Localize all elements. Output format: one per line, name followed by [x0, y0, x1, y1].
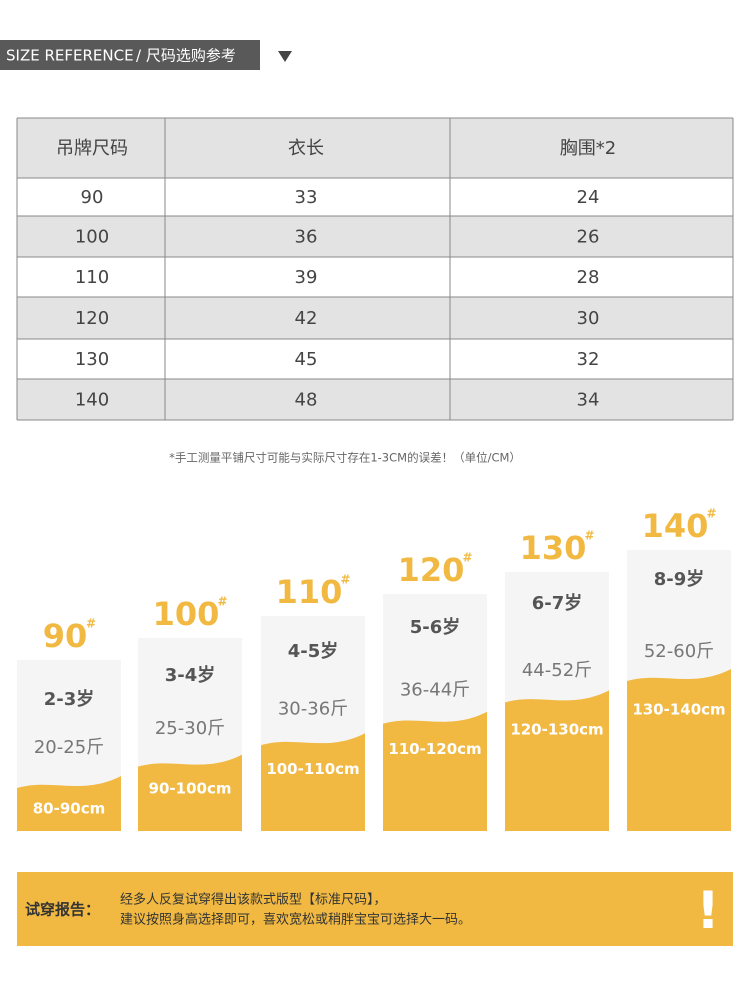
size-height: 80-90cm	[33, 800, 106, 818]
table-cell: 26	[577, 227, 600, 248]
size-label: 120	[398, 551, 465, 589]
fit-report-box	[17, 872, 733, 946]
fit-report-label: 试穿报告：	[25, 901, 100, 919]
size-mark: #	[341, 573, 351, 587]
table-row	[17, 297, 733, 339]
table-row	[17, 379, 733, 420]
size-height: 120-130cm	[510, 720, 603, 738]
size-mark: #	[463, 551, 473, 565]
table-row	[17, 257, 733, 297]
size-age: 3-4岁	[165, 664, 216, 686]
table-cell: 130	[75, 349, 109, 370]
size-height: 100-110cm	[266, 760, 359, 778]
size-card-band	[138, 754, 242, 831]
size-mark: #	[585, 529, 595, 543]
size-age: 5-6岁	[410, 616, 461, 638]
size-mark: #	[218, 595, 228, 609]
size-card-band	[627, 669, 731, 831]
fit-report-line: 经多人反复试穿得出该款式版型【标准尺码】，	[120, 892, 387, 908]
table-header-row	[17, 118, 733, 178]
table-row	[17, 178, 733, 216]
size-table: 吊牌尺码 衣长 胸围*2 90 33 24 100 36 26 110 39 28 120 42 30 130…	[16, 117, 734, 421]
header-title-cn: / 尺码选购参考	[136, 47, 236, 65]
size-label: 90	[43, 617, 88, 655]
size-card-band	[261, 733, 365, 831]
table-cell: 90	[81, 187, 104, 208]
table-cell: 33	[295, 187, 318, 208]
header-arrow	[278, 51, 292, 62]
table-cell: 140	[75, 390, 109, 411]
size-cards: 90#2-3岁20-25斤80-90cm100#3-4岁25-30斤90-100…	[17, 507, 731, 831]
size-age: 2-3岁	[44, 688, 95, 710]
table-cell: 110	[75, 267, 109, 288]
size-weight: 20-25斤	[34, 737, 104, 758]
note: *手工测量平铺尺寸可能与实际尺寸存在1-3CM的误差！（单位/CM）	[169, 451, 521, 465]
size-label: 110	[276, 573, 343, 611]
size-weight: 44-52斤	[522, 660, 592, 681]
table-cell: 30	[577, 308, 600, 329]
table-cell: 39	[295, 267, 318, 288]
size-age: 6-7岁	[532, 592, 583, 614]
size-weight: 25-30斤	[155, 718, 225, 739]
size-card-band	[505, 690, 609, 831]
size-label: 130	[520, 529, 587, 567]
table-row	[17, 216, 733, 257]
table-cell: 42	[295, 308, 318, 329]
size-card-band	[383, 711, 487, 831]
size-height: 110-120cm	[388, 740, 481, 758]
fit-report-line: 建议按照身高选择即可，喜欢宽松或稍胖宝宝可选择大一码。	[120, 912, 471, 928]
table-cell: 48	[295, 390, 318, 411]
size-age: 4-5岁	[288, 640, 339, 662]
size-label: 140	[642, 507, 709, 545]
table-header-cell: 衣长	[288, 138, 324, 159]
size-mark: #	[86, 617, 96, 631]
table-cell: 100	[75, 227, 109, 248]
size-weight: 30-36斤	[278, 699, 348, 720]
size-weight: 36-44斤	[400, 679, 470, 700]
table-cell: 34	[577, 390, 600, 411]
size-height: 130-140cm	[632, 701, 725, 719]
table-row	[17, 339, 733, 379]
table-cell: 120	[75, 308, 109, 329]
table-cell: 24	[577, 187, 600, 208]
table-header-cell: 胸围*2	[560, 138, 616, 159]
size-weight: 52-60斤	[644, 641, 714, 662]
size-card-band	[17, 776, 121, 831]
table-header-cell: 吊牌尺码	[56, 138, 128, 159]
table-cell: 45	[295, 349, 318, 370]
size-mark: #	[707, 507, 717, 521]
table-cell: 36	[295, 227, 318, 248]
header-bar	[0, 40, 260, 70]
size-label: 100	[153, 595, 220, 633]
table-cell: 28	[577, 267, 600, 288]
size-height: 90-100cm	[149, 780, 232, 798]
table-cell: 32	[577, 349, 600, 370]
fit-report-icon: !	[696, 881, 720, 941]
size-age: 8-9岁	[654, 568, 705, 590]
header-title-en: SIZE REFERENCE	[6, 47, 134, 65]
